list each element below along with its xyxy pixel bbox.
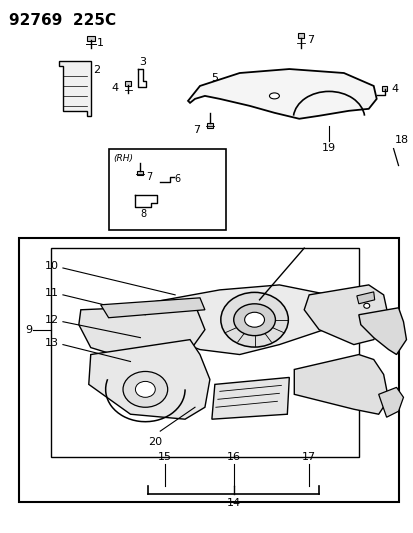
Ellipse shape (135, 382, 155, 397)
Ellipse shape (220, 293, 287, 347)
Ellipse shape (244, 312, 264, 327)
Ellipse shape (269, 93, 279, 99)
Bar (108, 149, 225, 230)
Text: 7: 7 (306, 35, 313, 45)
Bar (125, 81, 131, 86)
Bar (297, 33, 304, 38)
Ellipse shape (363, 303, 369, 308)
Text: 3: 3 (138, 57, 145, 67)
Text: 2: 2 (93, 65, 100, 75)
Text: 13: 13 (45, 337, 59, 348)
Polygon shape (294, 354, 388, 414)
Polygon shape (59, 61, 90, 116)
Text: 19: 19 (321, 143, 335, 152)
Text: 14: 14 (226, 498, 240, 508)
Polygon shape (356, 292, 374, 304)
Text: 11: 11 (45, 288, 59, 298)
Polygon shape (358, 308, 406, 354)
Bar (19, 238, 398, 502)
Bar (87, 36, 95, 41)
Text: 9: 9 (25, 325, 32, 335)
Bar (206, 123, 212, 128)
Text: 5: 5 (211, 73, 218, 83)
Text: 4: 4 (391, 84, 398, 94)
Polygon shape (88, 340, 209, 419)
Bar (137, 172, 143, 175)
Polygon shape (110, 285, 328, 354)
Polygon shape (78, 305, 204, 367)
Ellipse shape (123, 372, 167, 407)
Bar (51, 248, 358, 457)
Bar (381, 86, 386, 91)
Text: 10: 10 (45, 261, 59, 271)
Text: 20: 20 (148, 437, 162, 447)
Text: 17: 17 (301, 452, 316, 462)
Polygon shape (100, 298, 204, 318)
Ellipse shape (233, 304, 275, 336)
Text: (RH): (RH) (113, 154, 133, 163)
Text: 4: 4 (111, 83, 118, 93)
Text: 12: 12 (45, 314, 59, 325)
Text: 15: 15 (158, 452, 172, 462)
Text: 18: 18 (394, 135, 408, 144)
Text: 6: 6 (174, 174, 180, 184)
Polygon shape (211, 377, 289, 419)
Text: 7: 7 (192, 125, 199, 135)
Polygon shape (378, 387, 403, 417)
Text: 1: 1 (97, 38, 103, 48)
Text: 8: 8 (140, 209, 146, 219)
Text: 92769  225C: 92769 225C (9, 13, 116, 28)
Text: 7: 7 (146, 173, 152, 182)
Text: 16: 16 (226, 452, 240, 462)
Polygon shape (188, 69, 376, 119)
Polygon shape (304, 285, 388, 345)
